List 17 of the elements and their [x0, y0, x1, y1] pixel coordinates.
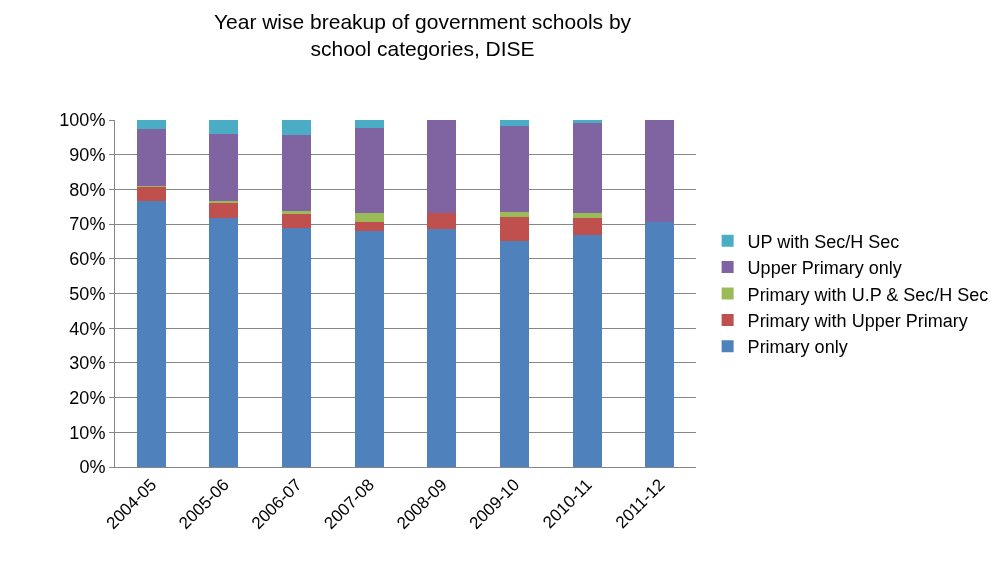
y-tick-label: 30% — [69, 353, 106, 374]
y-tick-label: 80% — [69, 179, 106, 200]
y-tick-label: 0% — [79, 457, 106, 478]
y-tick-label: 10% — [69, 422, 106, 443]
legend-label: Primary with U.P & Sec/H Sec — [747, 284, 989, 305]
y-tick-label: 20% — [69, 387, 106, 408]
y-tick-label: 40% — [69, 318, 106, 339]
chart-title: Year wise breakup of government schools by school categories, DISE — [213, 9, 632, 61]
y-tick-label: 60% — [69, 249, 106, 270]
y-tick-label: 50% — [69, 283, 106, 304]
legend-label: Primary only — [747, 337, 848, 358]
y-tick-label: 90% — [69, 145, 106, 165]
legend-label: Upper Primary only — [747, 258, 902, 279]
y-tick-label: 70% — [69, 214, 106, 235]
y-tick-label: 100% — [59, 110, 106, 131]
legend-label: UP with Sec/H Sec — [747, 231, 900, 252]
legend-label: Primary with Upper Primary — [747, 310, 968, 331]
